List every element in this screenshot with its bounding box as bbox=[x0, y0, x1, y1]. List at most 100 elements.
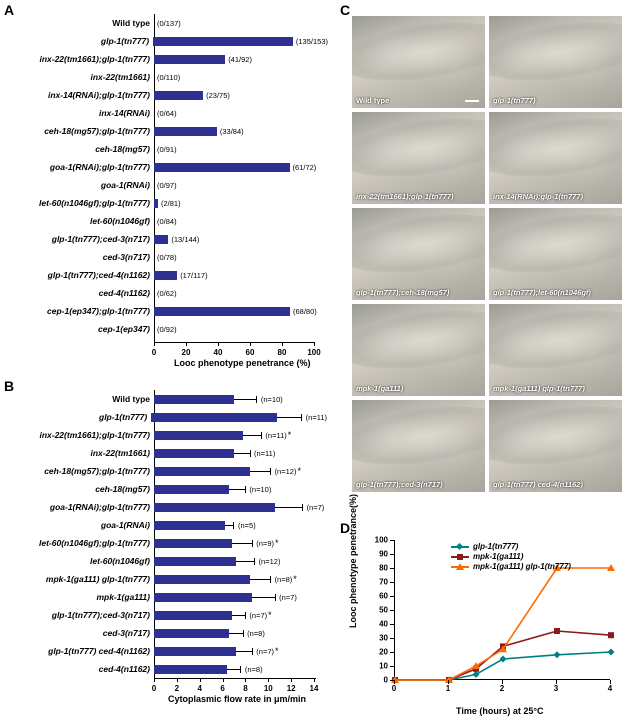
panel-d-plot-area: glp-1(tn777)mpk-1(ga111)mpk-1(ga111) glp… bbox=[394, 540, 610, 680]
x-tick bbox=[177, 678, 178, 682]
series-marker bbox=[473, 671, 480, 678]
genotype-label: cep-1(ep347);glp-1(tn777) bbox=[14, 306, 154, 316]
micrograph: Wild type bbox=[352, 16, 485, 108]
panel-b-row: mpk-1(ga111) (n=7) bbox=[14, 590, 328, 604]
significance-star: * bbox=[297, 466, 301, 476]
micrograph: inx-22(tm1661);glp-1(tn777) bbox=[352, 112, 485, 204]
y-tick bbox=[390, 624, 394, 625]
y-tick bbox=[390, 582, 394, 583]
y-tick-label: 60 bbox=[364, 592, 388, 601]
n-label: (n=11) bbox=[254, 449, 275, 458]
n-label: (n=9) bbox=[256, 539, 274, 548]
n-label: (n=8) bbox=[247, 629, 265, 638]
legend-marker-icon bbox=[451, 563, 469, 571]
bar bbox=[154, 647, 236, 656]
bar bbox=[154, 503, 275, 512]
genotype-label: goa-1(RNAi);glp-1(tn777) bbox=[14, 502, 154, 512]
x-tick bbox=[154, 342, 155, 346]
panel-a-row: inx-14(RNAi);glp-1(tn777)(23/75) bbox=[14, 88, 328, 102]
panel-c-label: C bbox=[340, 2, 350, 18]
x-tick bbox=[291, 678, 292, 682]
micrograph: mpk-1(ga111) bbox=[352, 304, 485, 396]
bar bbox=[154, 127, 217, 136]
count-label: (68/80) bbox=[293, 307, 317, 316]
y-tick-label: 70 bbox=[364, 578, 388, 587]
legend-item: mpk-1(ga111) glp-1(tn777) bbox=[451, 562, 571, 571]
genotype-label: Wild type bbox=[14, 18, 154, 28]
n-label: (n=12) bbox=[275, 467, 297, 476]
micrograph-label: Wild type bbox=[356, 96, 389, 105]
count-label: (0/92) bbox=[157, 325, 177, 334]
legend-text: mpk-1(ga111) bbox=[473, 552, 523, 561]
n-label: (n=7) bbox=[307, 503, 325, 512]
panel-a-row: let-60(n1046gf)(0/84) bbox=[14, 214, 328, 228]
micrograph-label: glp-1(tn777);ced-3(n717) bbox=[356, 480, 443, 489]
micrograph-label: glp-1(tn777);let-60(n1046gf) bbox=[493, 288, 591, 297]
significance-star: * bbox=[293, 574, 297, 584]
micrograph: inx-14(RNAi);glp-1(tn777) bbox=[489, 112, 622, 204]
genotype-label: glp-1(tn777);ced-3(n717) bbox=[14, 234, 154, 244]
y-tick-label: 10 bbox=[364, 662, 388, 671]
genotype-label: mpk-1(ga111) glp-1(tn777) bbox=[14, 574, 154, 584]
panel-a-row: ced-3(n717)(0/78) bbox=[14, 250, 328, 264]
y-tick-label: 40 bbox=[364, 620, 388, 629]
count-label: (0/97) bbox=[157, 181, 177, 190]
x-tick bbox=[250, 342, 251, 346]
legend-marker-icon bbox=[451, 553, 469, 561]
count-label: (61/72) bbox=[293, 163, 317, 172]
micrograph-row: glp-1(tn777);ceh-18(mg57)glp-1(tn777);le… bbox=[352, 208, 622, 300]
x-tick-label: 2 bbox=[175, 684, 179, 693]
panel-a-row: goa-1(RNAi)(0/97) bbox=[14, 178, 328, 192]
genotype-label: ceh-18(mg57) bbox=[14, 484, 154, 494]
panel-b-row: mpk-1(ga111) glp-1(tn777) (n=8)* bbox=[14, 572, 328, 586]
scalebar bbox=[465, 100, 479, 102]
y-tick bbox=[390, 610, 394, 611]
count-label: (0/64) bbox=[157, 109, 177, 118]
series-marker bbox=[608, 632, 614, 638]
micrograph: glp-1(tn777) bbox=[489, 16, 622, 108]
bar bbox=[154, 271, 177, 280]
panel-a-row: glp-1(tn777);ced-3(n717)(13/144) bbox=[14, 232, 328, 246]
bar bbox=[154, 557, 236, 566]
panel-a-row: glp-1(tn777);ced-4(n1162)(17/117) bbox=[14, 268, 328, 282]
n-label: (n=7) bbox=[279, 593, 297, 602]
n-label: (n=10) bbox=[249, 485, 271, 494]
x-tick-label: 4 bbox=[197, 684, 201, 693]
genotype-label: goa-1(RNAi) bbox=[14, 180, 154, 190]
x-tick bbox=[186, 342, 187, 346]
x-tick-label: 100 bbox=[307, 348, 320, 357]
panel-b-row: ceh-18(mg57) (n=10) bbox=[14, 482, 328, 496]
genotype-label: glp-1(tn777) ced-4(n1162) bbox=[14, 646, 154, 656]
genotype-label: inx-14(RNAi) bbox=[14, 108, 154, 118]
n-label: (n=12) bbox=[259, 557, 281, 566]
series-marker bbox=[500, 656, 507, 663]
n-label: (n=7) bbox=[256, 647, 274, 656]
legend-text: mpk-1(ga111) glp-1(tn777) bbox=[473, 562, 571, 571]
panel-d-y-title: Looc phenotype penetrance(%) bbox=[348, 494, 358, 628]
x-tick-label: 14 bbox=[310, 684, 319, 693]
panel-a-row: Wild type(0/137) bbox=[14, 16, 328, 30]
count-label: (0/110) bbox=[157, 73, 180, 82]
micrograph-label: glp-1(tn777) bbox=[493, 96, 536, 105]
micrograph-row: glp-1(tn777);ced-3(n717)glp-1(tn777) ced… bbox=[352, 400, 622, 492]
x-tick bbox=[200, 678, 201, 682]
panel-a-row: ced-4(n1162)(0/62) bbox=[14, 286, 328, 300]
genotype-label: ced-4(n1162) bbox=[14, 288, 154, 298]
panel-a-row: let-60(n1046gf);glp-1(tn777)(2/81) bbox=[14, 196, 328, 210]
panel-a-row: glp-1(tn777)(135/153) bbox=[14, 34, 328, 48]
genotype-label: mpk-1(ga111) bbox=[14, 592, 154, 602]
genotype-label: inx-22(tm1661) bbox=[14, 448, 154, 458]
panel-a-x-title: Looc phenotype penetrance (%) bbox=[174, 358, 311, 368]
panel-a-row: inx-14(RNAi)(0/64) bbox=[14, 106, 328, 120]
y-tick bbox=[390, 638, 394, 639]
y-tick bbox=[390, 666, 394, 667]
y-tick bbox=[390, 568, 394, 569]
series-marker bbox=[554, 628, 560, 634]
bar bbox=[154, 593, 252, 602]
n-label: (n=8) bbox=[275, 575, 293, 584]
y-tick bbox=[390, 554, 394, 555]
x-tick-label: 12 bbox=[287, 684, 296, 693]
bar bbox=[154, 307, 290, 316]
genotype-label: ceh-18(mg57);glp-1(tn777) bbox=[14, 126, 154, 136]
bar bbox=[154, 539, 232, 548]
